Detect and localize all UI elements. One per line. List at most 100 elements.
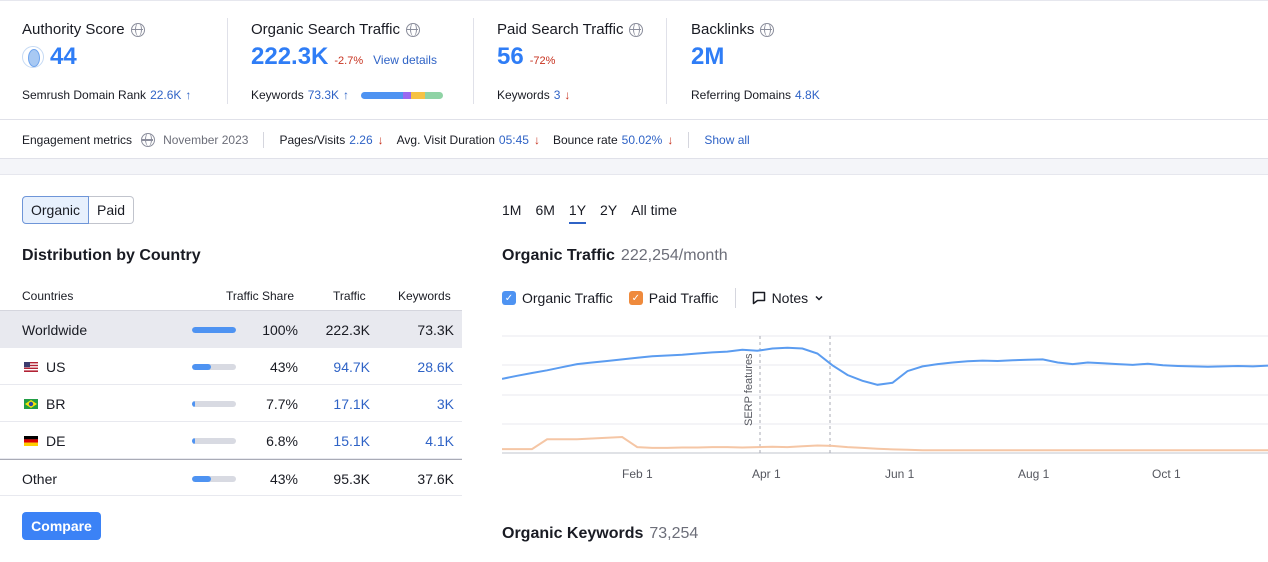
organic-paid-toggle: Organic Paid xyxy=(22,196,135,224)
period-tab-2y[interactable]: 2Y xyxy=(600,202,618,218)
share-bar xyxy=(192,401,236,407)
x-tick-label: Oct 1 xyxy=(1152,467,1181,481)
visit-duration-label: Avg. Visit Duration xyxy=(396,133,495,147)
paid-traffic-value[interactable]: 56 xyxy=(497,43,524,70)
period-tab-1y[interactable]: 1Y xyxy=(568,202,587,224)
organic-keywords-count: 73,254 xyxy=(649,525,699,542)
view-details-link[interactable]: View details xyxy=(373,53,437,67)
show-all-link[interactable]: Show all xyxy=(704,133,750,147)
referring-domains-label: Referring Domains xyxy=(691,88,792,102)
organic-traffic-line[interactable] xyxy=(502,346,1268,386)
share-bar xyxy=(192,476,236,482)
organic-traffic-title: Organic Search Traffic xyxy=(251,21,400,38)
traffic-header[interactable]: Traffic xyxy=(333,289,366,303)
br-flag-icon xyxy=(24,399,38,409)
organic-keywords-heading: Organic Keywords 73,254 xyxy=(502,525,699,542)
authority-score-icon xyxy=(22,46,44,68)
organic-traffic-chart[interactable]: SERP features xyxy=(502,322,1268,458)
share-bar xyxy=(192,327,236,333)
chart-legend: ✓ Organic Traffic ✓ Paid Traffic Notes xyxy=(502,288,824,308)
table-row[interactable]: BR 7.7% 17.1K 3K xyxy=(0,385,462,422)
paid-keywords-value[interactable]: 3 xyxy=(553,88,561,102)
x-tick-label: Jun 1 xyxy=(885,467,915,481)
engagement-date: November 2023 xyxy=(163,133,249,147)
backlinks-value[interactable]: 2M xyxy=(691,43,725,70)
domain-rank-label: Semrush Domain Rank xyxy=(22,88,147,102)
divider xyxy=(0,119,1268,120)
organic-legend-label[interactable]: Organic Traffic xyxy=(522,290,613,306)
country-table: Countries Traffic Share Traffic Keywords… xyxy=(0,283,462,496)
period-tab-6m[interactable]: 6M xyxy=(535,202,555,218)
keywords-distribution-bar[interactable] xyxy=(361,91,444,99)
serp-features-label: SERP features xyxy=(743,353,755,426)
chart-gridlines xyxy=(502,335,1268,454)
traffic-card: Organic Paid Distribution by Country Cou… xyxy=(0,174,1268,562)
arrow-down-icon: ↓ xyxy=(667,133,674,147)
engagement-label: Engagement metrics xyxy=(22,133,133,147)
notes-dropdown[interactable]: Notes xyxy=(752,290,825,306)
globe-icon[interactable] xyxy=(629,22,644,37)
table-row[interactable]: US 43% 94.7K 28.6K xyxy=(0,348,462,385)
arrow-down-icon: ↓ xyxy=(533,133,540,147)
x-tick-label: Aug 1 xyxy=(1018,467,1050,481)
organic-traffic-delta: -2.7% xyxy=(334,55,364,67)
organic-traffic-monthly: 222,254/month xyxy=(620,247,728,264)
table-row[interactable]: DE 6.8% 15.1K 4.1K xyxy=(0,422,462,459)
divider xyxy=(227,18,228,104)
arrow-up-icon: ↑ xyxy=(343,88,350,102)
period-tabs: 1M 6M 1Y 2Y All time xyxy=(502,202,677,224)
table-row[interactable]: Other 43% 95.3K 37.6K xyxy=(0,459,462,496)
visit-duration-value: 05:45 xyxy=(498,133,529,147)
organic-toggle-button[interactable]: Organic xyxy=(22,196,90,224)
arrow-up-icon: ↑ xyxy=(185,88,192,102)
period-tab-1m[interactable]: 1M xyxy=(502,202,522,218)
arrow-down-icon: ↓ xyxy=(564,88,571,102)
us-flag-icon xyxy=(24,362,38,372)
organic-checkbox[interactable]: ✓ xyxy=(502,291,516,305)
organic-traffic-value[interactable]: 222.3K xyxy=(251,43,329,70)
keywords-header[interactable]: Keywords xyxy=(398,289,451,303)
globe-icon[interactable] xyxy=(760,22,775,37)
referring-domains-value[interactable]: 4.8K xyxy=(795,88,820,102)
bounce-rate-label: Bounce rate xyxy=(552,133,618,147)
table-row[interactable]: Worldwide 100% 222.3K 73.3K xyxy=(0,311,462,348)
keywords-value[interactable]: 73.3K xyxy=(307,88,340,102)
divider xyxy=(666,18,667,104)
compare-button[interactable]: Compare xyxy=(22,512,101,540)
share-bar xyxy=(192,364,236,370)
paid-checkbox[interactable]: ✓ xyxy=(628,291,643,305)
chevron-down-icon xyxy=(815,295,823,301)
divider xyxy=(473,18,474,104)
pages-visits-value: 2.26 xyxy=(349,133,373,147)
pages-visits-label: Pages/Visits xyxy=(279,133,346,147)
paid-keywords-label: Keywords xyxy=(497,88,550,102)
globe-icon[interactable] xyxy=(141,133,156,147)
organic-traffic-heading: Organic Traffic 222,254/month xyxy=(502,247,728,264)
paid-traffic-title: Paid Search Traffic xyxy=(497,21,624,38)
paid-legend-label[interactable]: Paid Traffic xyxy=(648,290,719,306)
globe-icon[interactable] xyxy=(405,22,420,37)
backlinks-title: Backlinks xyxy=(691,21,755,38)
de-flag-icon xyxy=(24,436,38,446)
share-bar xyxy=(192,438,236,444)
arrow-down-icon: ↓ xyxy=(377,133,384,147)
authority-score-title: Authority Score xyxy=(22,21,145,38)
domain-rank-value[interactable]: 22.6K xyxy=(150,88,182,102)
distribution-title: Distribution by Country xyxy=(22,247,201,264)
period-tab-all-time[interactable]: All time xyxy=(631,202,678,218)
table-header: Countries Traffic Share Traffic Keywords xyxy=(0,283,462,311)
x-tick-label: Feb 1 xyxy=(622,467,653,481)
paid-traffic-line[interactable] xyxy=(502,435,1268,452)
overview-card: Authority Score 44 Semrush Domain Rank 2… xyxy=(0,0,1268,159)
traffic-share-header[interactable]: Traffic Share xyxy=(226,289,295,303)
countries-header: Countries xyxy=(22,289,74,303)
globe-icon[interactable] xyxy=(130,22,145,37)
bounce-rate-value: 50.02% xyxy=(621,133,663,147)
paid-toggle-button[interactable]: Paid xyxy=(89,196,135,224)
comment-icon xyxy=(752,291,765,305)
engagement-metrics-bar: Engagement metrics November 2023 Pages/V… xyxy=(22,132,750,148)
paid-traffic-delta: -72% xyxy=(529,55,556,67)
authority-score-value[interactable]: 44 xyxy=(50,43,77,70)
x-tick-label: Apr 1 xyxy=(752,467,781,481)
keywords-label: Keywords xyxy=(251,88,304,102)
